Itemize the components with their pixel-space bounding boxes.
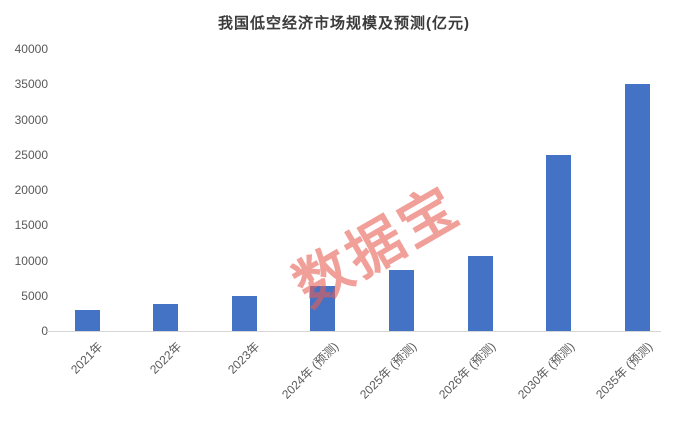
y-axis-tick-label: 10000 bbox=[14, 253, 48, 268]
bar bbox=[153, 304, 179, 331]
bar bbox=[310, 285, 336, 331]
y-axis-tick-label: 25000 bbox=[14, 147, 48, 162]
x-axis-tick-label: 2035年 (预测) bbox=[593, 339, 656, 402]
y-axis-tick-label: 40000 bbox=[14, 42, 48, 56]
bar bbox=[546, 154, 572, 331]
y-axis-tick-label: 0 bbox=[41, 324, 48, 338]
x-axis-tick-label: 2024年 (预测) bbox=[278, 339, 342, 402]
x-axis-tick-label: 2023年 bbox=[225, 339, 263, 377]
y-axis-tick-label: 30000 bbox=[14, 112, 48, 127]
y-axis-tick-label: 5000 bbox=[21, 288, 48, 303]
x-axis-tick-label: 2022年 bbox=[146, 339, 184, 377]
x-axis-tick-label: 2030年 (预测) bbox=[514, 339, 577, 402]
y-axis-tick-label: 35000 bbox=[14, 77, 48, 92]
y-axis-tick-label: 15000 bbox=[14, 218, 48, 233]
bar bbox=[388, 270, 414, 331]
bar bbox=[74, 309, 100, 331]
y-axis-tick-label: 20000 bbox=[14, 183, 48, 197]
x-axis-tick-label: 2026年 (预测) bbox=[436, 339, 499, 402]
x-axis-line bbox=[47, 331, 661, 332]
x-axis-tick-label: 2025年 (预测) bbox=[357, 339, 420, 402]
x-axis-tick-label: 2021年 bbox=[68, 339, 106, 377]
bar bbox=[624, 84, 650, 331]
bar bbox=[231, 295, 257, 331]
chart-title: 我国低空经济市场规模及预测(亿元) bbox=[218, 15, 470, 32]
bar bbox=[467, 256, 493, 331]
